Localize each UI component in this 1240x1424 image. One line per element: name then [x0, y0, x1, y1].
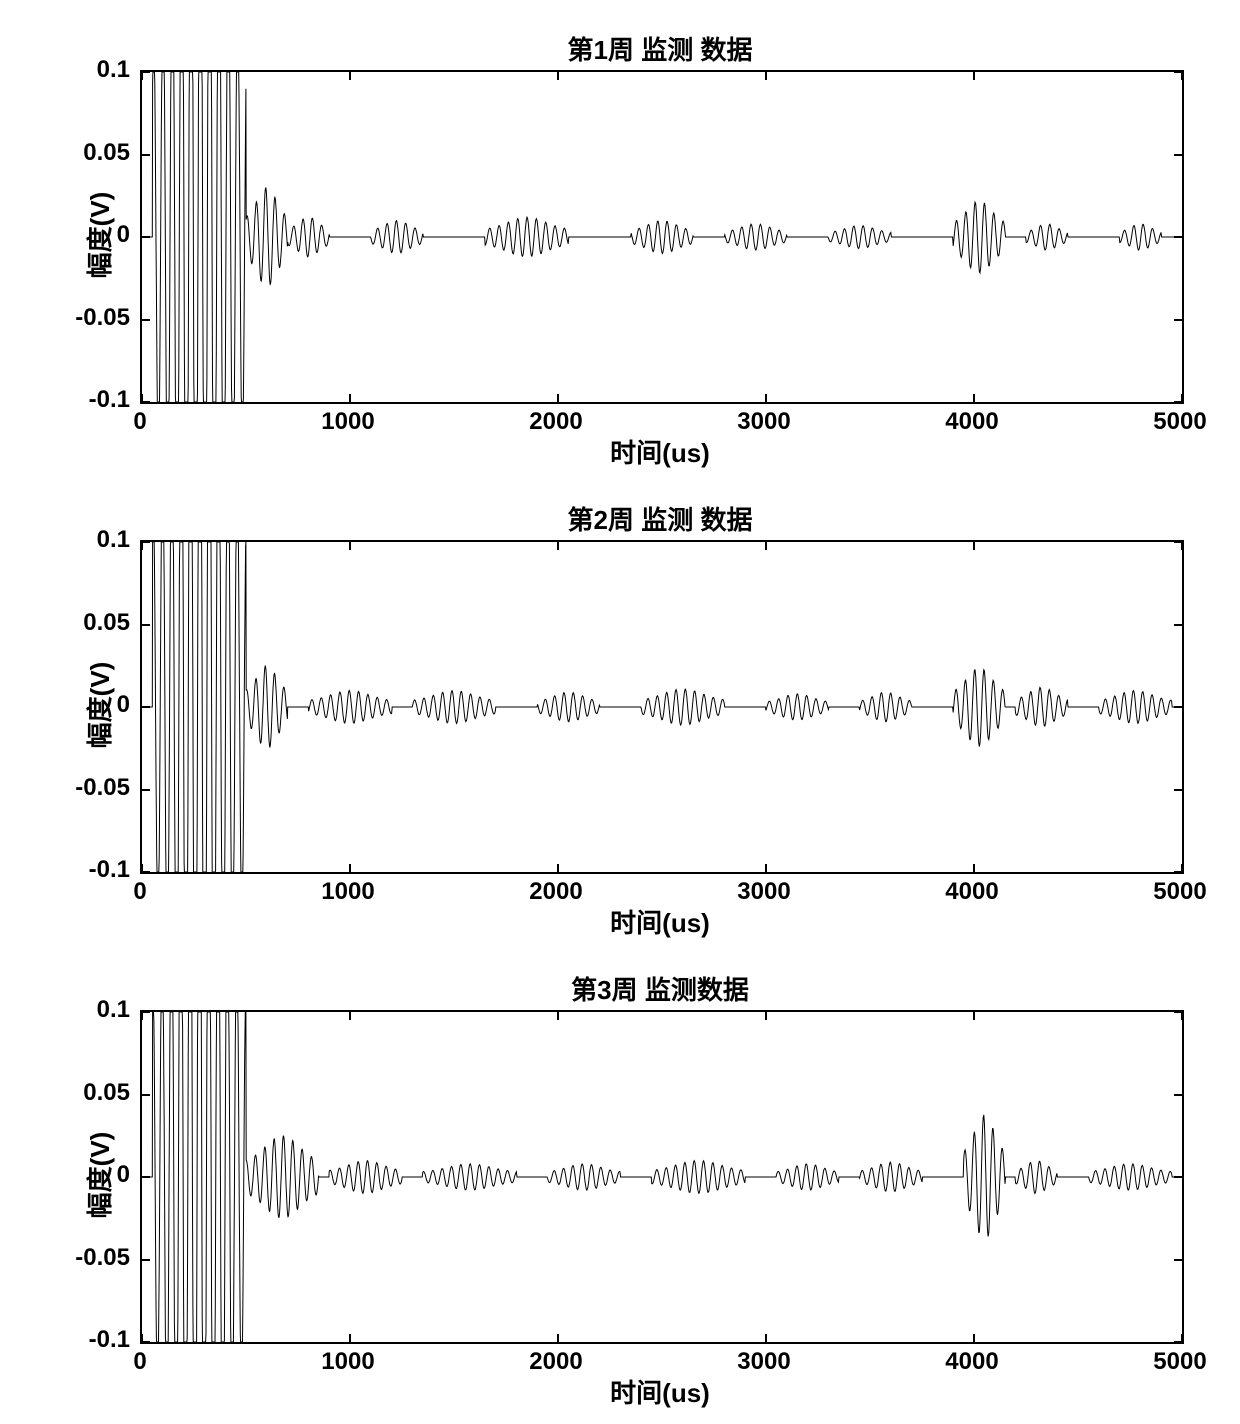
- ytick-mark: [1174, 1259, 1182, 1261]
- ytick-label: -0.05: [75, 304, 140, 332]
- xtick-mark: [557, 72, 559, 80]
- ytick-mark: [142, 789, 150, 791]
- subplot-1-ylabel: 幅度(V): [80, 192, 117, 279]
- xtick-label: 1000: [321, 400, 374, 436]
- xtick-mark: [141, 542, 143, 550]
- ytick-label: 0.1: [97, 56, 140, 84]
- xtick-mark: [765, 1012, 767, 1020]
- xtick-label: 3000: [737, 1340, 790, 1376]
- xtick-label: 4000: [945, 870, 998, 906]
- ytick-label: 0.1: [97, 526, 140, 554]
- waveform-line: [142, 72, 1182, 402]
- subplot-2-waveform: [142, 542, 1182, 872]
- xtick-label: 3000: [737, 400, 790, 436]
- xtick-label: 2000: [529, 1340, 582, 1376]
- ytick-mark: [142, 71, 150, 73]
- subplot-2-title: 第2周 监测 数据: [140, 500, 1180, 537]
- xtick-label: 0: [133, 870, 146, 906]
- xtick-mark: [349, 542, 351, 550]
- ytick-label: 0.05: [83, 139, 140, 167]
- ytick-mark: [1174, 624, 1182, 626]
- ytick-mark: [1174, 1176, 1182, 1178]
- subplot-2-xlabel: 时间(us): [140, 903, 1180, 940]
- xtick-label: 3000: [737, 870, 790, 906]
- subplot-3-ylabel: 幅度(V): [80, 1132, 117, 1219]
- waveform-line: [142, 1012, 1182, 1342]
- ytick-label: -0.1: [89, 1326, 140, 1354]
- xtick-label: 4000: [945, 1340, 998, 1376]
- xtick-mark: [141, 1012, 143, 1020]
- ytick-mark: [142, 541, 150, 543]
- subplot-1-waveform: [142, 72, 1182, 402]
- ytick-label: -0.1: [89, 856, 140, 884]
- figure: 第1周 监测 数据 幅度(V) 时间(us) -0.1 -0.05 0 0.05 0.1…: [0, 0, 1240, 1424]
- ytick-label: 0: [117, 221, 140, 249]
- ytick-label: 0: [117, 691, 140, 719]
- xtick-label: 2000: [529, 870, 582, 906]
- ytick-label: -0.1: [89, 386, 140, 414]
- ytick-label: 0: [117, 1161, 140, 1189]
- subplot-3-waveform: [142, 1012, 1182, 1342]
- ytick-label: -0.05: [75, 774, 140, 802]
- subplot-2-ylabel: 幅度(V): [80, 662, 117, 749]
- xtick-mark: [349, 72, 351, 80]
- xtick-label: 1000: [321, 1340, 374, 1376]
- subplot-1-title: 第1周 监测 数据: [140, 30, 1180, 67]
- subplot-2: 第2周 监测 数据 幅度(V) 时间(us) -0.1-0.0500.050.1…: [140, 540, 1180, 870]
- subplot-3-xlabel: 时间(us): [140, 1373, 1180, 1410]
- ytick-mark: [1174, 789, 1182, 791]
- xtick-label: 0: [133, 400, 146, 436]
- xtick-mark: [973, 72, 975, 80]
- xtick-mark: [1181, 72, 1183, 80]
- xtick-label: 4000: [945, 400, 998, 436]
- ytick-mark: [1174, 154, 1182, 156]
- subplot-3-title: 第3周 监测数据: [140, 970, 1180, 1007]
- ytick-mark: [142, 154, 150, 156]
- ytick-label: 0.05: [83, 1079, 140, 1107]
- xtick-label: 2000: [529, 400, 582, 436]
- subplot-1-xlabel: 时间(us): [140, 433, 1180, 470]
- subplot-1-plot-area: [140, 70, 1184, 404]
- xtick-mark: [973, 1012, 975, 1020]
- xtick-label: 0: [133, 1340, 146, 1376]
- subplot-3-plot-area: [140, 1010, 1184, 1344]
- waveform-line: [142, 542, 1182, 872]
- subplot-3: 第3周 监测数据 幅度(V) 时间(us) -0.1-0.0500.050.10…: [140, 1010, 1180, 1340]
- ytick-mark: [142, 236, 150, 238]
- xtick-mark: [1181, 1012, 1183, 1020]
- ytick-mark: [142, 624, 150, 626]
- xtick-label: 5000: [1153, 870, 1206, 906]
- subplot-1: 第1周 监测 数据 幅度(V) 时间(us) -0.1-0.0500.050.1…: [140, 70, 1180, 400]
- ytick-label: 0.1: [97, 996, 140, 1024]
- xtick-mark: [557, 542, 559, 550]
- xtick-mark: [557, 1012, 559, 1020]
- ytick-mark: [142, 1176, 150, 1178]
- ytick-mark: [142, 1011, 150, 1013]
- ytick-mark: [142, 706, 150, 708]
- ytick-mark: [1174, 706, 1182, 708]
- xtick-label: 5000: [1153, 400, 1206, 436]
- subplot-2-plot-area: [140, 540, 1184, 874]
- xtick-label: 1000: [321, 870, 374, 906]
- ytick-mark: [142, 319, 150, 321]
- xtick-label: 5000: [1153, 1340, 1206, 1376]
- ytick-mark: [142, 1094, 150, 1096]
- xtick-mark: [349, 1012, 351, 1020]
- xtick-mark: [765, 72, 767, 80]
- ytick-mark: [1174, 236, 1182, 238]
- xtick-mark: [973, 542, 975, 550]
- ytick-label: -0.05: [75, 1244, 140, 1272]
- xtick-mark: [765, 542, 767, 550]
- ytick-mark: [1174, 319, 1182, 321]
- ytick-label: 0.05: [83, 609, 140, 637]
- xtick-mark: [141, 72, 143, 80]
- ytick-mark: [142, 1259, 150, 1261]
- ytick-mark: [1174, 1094, 1182, 1096]
- xtick-mark: [1181, 542, 1183, 550]
